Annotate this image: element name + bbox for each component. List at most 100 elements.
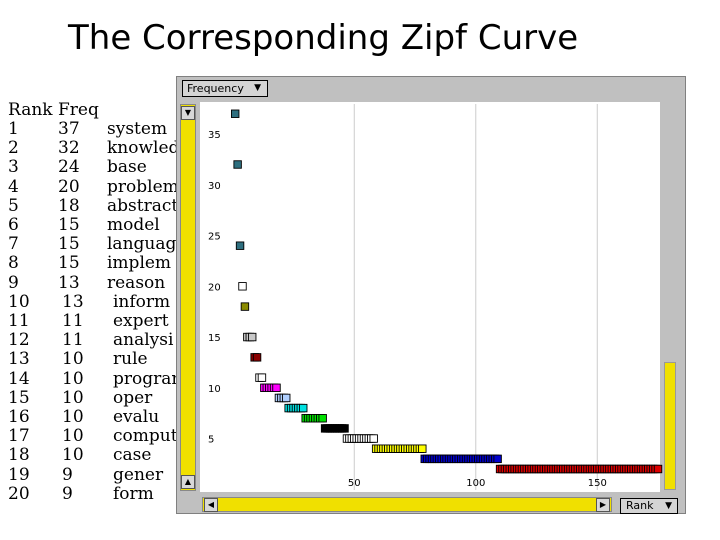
term-cell: form [113,483,154,504]
term-cell: model [107,215,160,235]
y-tick-label: 25 [208,232,221,243]
y-tick-label: 35 [208,130,221,141]
freq-cell: 20 [58,176,80,197]
freq-cell: 32 [58,138,80,159]
rank-cell: 5 [8,195,19,216]
y-tick-label: 20 [208,282,221,293]
freq-cell: 18 [58,195,80,216]
y-tick-label: 10 [208,384,221,395]
term-cell: system [107,119,168,139]
data-point [418,444,427,453]
chevron-down-icon: ▼ [665,501,672,511]
rank-cell: 11 [8,311,30,331]
y-axis-selector[interactable]: Frequency ▼ [182,80,268,97]
freq-cell: 15 [58,253,80,274]
term-cell: abstract [107,195,179,216]
term-cell: case [113,445,152,466]
plot-area [200,102,660,492]
rank-cell: 4 [8,176,19,197]
horizontal-scrollbar[interactable]: ◀ ▶ [202,497,612,512]
data-point [493,454,502,464]
vertical-scrollbar[interactable]: ▼ ▲ [180,104,196,491]
data-point [272,383,281,392]
data-point [230,109,240,118]
x-tick-label: 50 [348,478,361,489]
data-point [257,373,267,382]
data-point [340,424,349,433]
term-cell: base [107,157,147,178]
data-point [252,353,262,362]
freq-cell: 15 [58,215,80,235]
data-point [238,282,247,291]
freq-cell: 37 [58,119,80,139]
data-point [240,302,250,311]
y-tick-label: 5 [208,435,214,446]
x-axis-selector-label: Rank [626,499,654,512]
x-tick-label: 100 [466,478,485,489]
term-cell: analysi [113,330,174,351]
freq-cell: 15 [58,234,80,255]
data-point [318,414,327,423]
rank-cell: 3 [8,157,19,178]
rank-cell: 9 [8,272,19,293]
freq-cell: 13 [62,291,84,312]
rank-cell: 6 [8,215,19,235]
rank-cell: 20 [8,483,30,504]
freq-cell: 9 [62,483,73,504]
term-cell: reason [107,272,166,293]
freq-header: Freq [58,100,99,120]
rank-cell: 1 [8,119,19,139]
slide-title: The Corresponding Zipf Curve [68,18,579,58]
freq-cell: 10 [62,445,84,466]
rank-cell: 13 [8,349,30,370]
freq-cell: 10 [62,407,84,427]
term-cell: implem [107,253,172,274]
data-point [369,434,378,443]
rank-cell: 14 [8,368,30,389]
rank-cell: 8 [8,253,19,274]
rank-header: Rank [8,100,53,120]
freq-cell: 24 [58,157,80,178]
freq-cell: 11 [62,311,84,331]
chevron-down-icon: ▼ [254,83,261,93]
data-point [282,393,291,403]
data-point [653,464,663,474]
data-point [248,332,257,342]
term-cell: rule [113,349,148,370]
data-point [299,403,308,413]
data-point [233,160,242,169]
freq-cell: 13 [58,272,80,293]
rank-cell: 10 [8,291,30,312]
scroll-left-icon[interactable]: ◀ [204,498,218,512]
freq-cell: 10 [62,426,84,447]
data-point [235,241,245,250]
rank-cell: 12 [8,330,30,351]
term-cell: gener [113,464,164,485]
x-tick-label: 150 [588,478,607,489]
rank-cell: 15 [8,387,30,408]
rank-cell: 17 [8,426,30,447]
freq-cell: 10 [62,349,84,370]
rank-cell: 19 [8,464,30,485]
term-cell: problem [107,176,179,197]
term-cell: inform [113,291,171,312]
rank-cell: 16 [8,407,30,427]
right-scrollbar[interactable] [664,362,676,490]
scroll-down-icon[interactable]: ▼ [181,106,195,120]
scroll-right-icon[interactable]: ▶ [596,498,610,512]
x-axis-selector[interactable]: Rank ▼ [620,498,678,514]
term-cell: program [113,368,188,389]
rank-cell: 18 [8,445,30,466]
scroll-up-icon[interactable]: ▲ [181,475,195,489]
freq-cell: 10 [62,387,84,408]
term-cell: expert [113,311,169,331]
term-cell: languag [107,234,177,255]
term-cell: knowledg [107,138,191,159]
freq-cell: 11 [62,330,84,351]
freq-cell: 9 [62,464,73,485]
rank-cell: 7 [8,234,19,255]
term-cell: evalu [113,407,160,427]
rank-cell: 2 [8,138,19,159]
